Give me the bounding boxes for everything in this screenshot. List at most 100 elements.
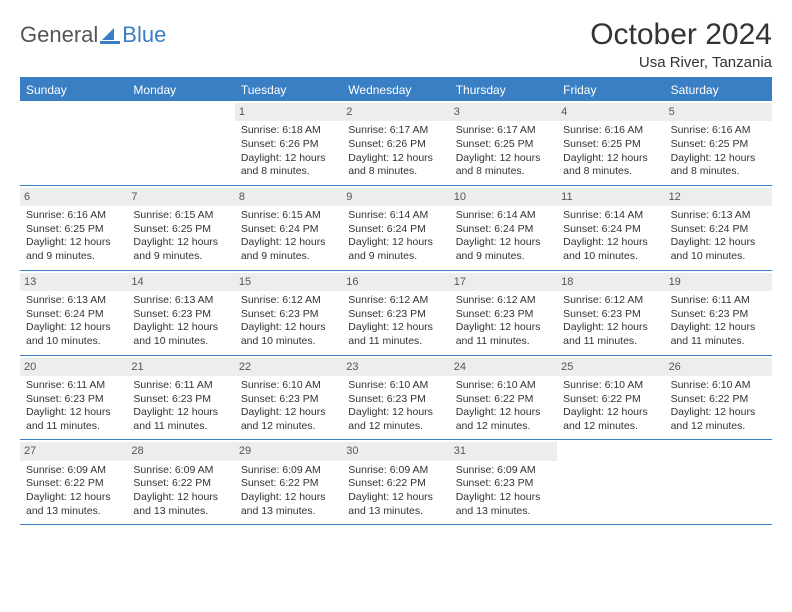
sunrise-text: Sunrise: 6:16 AM bbox=[671, 124, 766, 138]
sunrise-text: Sunrise: 6:11 AM bbox=[133, 379, 228, 393]
day-cell: 16Sunrise: 6:12 AMSunset: 6:23 PMDayligh… bbox=[342, 271, 449, 355]
sunrise-text: Sunrise: 6:13 AM bbox=[671, 209, 766, 223]
sunset-text: Sunset: 6:26 PM bbox=[348, 138, 443, 152]
day-number: 28 bbox=[127, 442, 234, 460]
sunset-text: Sunset: 6:24 PM bbox=[671, 223, 766, 237]
daylight-text: Daylight: 12 hours and 13 minutes. bbox=[241, 491, 336, 518]
sunset-text: Sunset: 6:23 PM bbox=[241, 308, 336, 322]
weekday-header: Saturday bbox=[665, 79, 772, 101]
sunrise-text: Sunrise: 6:11 AM bbox=[26, 379, 121, 393]
day-cell: 5Sunrise: 6:16 AMSunset: 6:25 PMDaylight… bbox=[665, 101, 772, 185]
sunset-text: Sunset: 6:24 PM bbox=[241, 223, 336, 237]
daylight-text: Daylight: 12 hours and 12 minutes. bbox=[671, 406, 766, 433]
header: General Blue October 2024 Usa River, Tan… bbox=[20, 18, 772, 71]
daylight-text: Daylight: 12 hours and 10 minutes. bbox=[26, 321, 121, 348]
weekday-header: Thursday bbox=[450, 79, 557, 101]
sunrise-text: Sunrise: 6:09 AM bbox=[348, 464, 443, 478]
week-row: 20Sunrise: 6:11 AMSunset: 6:23 PMDayligh… bbox=[20, 356, 772, 441]
daylight-text: Daylight: 12 hours and 11 minutes. bbox=[26, 406, 121, 433]
day-cell: 25Sunrise: 6:10 AMSunset: 6:22 PMDayligh… bbox=[557, 356, 664, 440]
daylight-text: Daylight: 12 hours and 10 minutes. bbox=[133, 321, 228, 348]
sunrise-text: Sunrise: 6:18 AM bbox=[241, 124, 336, 138]
sunset-text: Sunset: 6:22 PM bbox=[348, 477, 443, 491]
sunset-text: Sunset: 6:23 PM bbox=[671, 308, 766, 322]
sunrise-text: Sunrise: 6:11 AM bbox=[671, 294, 766, 308]
daylight-text: Daylight: 12 hours and 11 minutes. bbox=[348, 321, 443, 348]
day-number: 10 bbox=[450, 188, 557, 206]
week-row: 13Sunrise: 6:13 AMSunset: 6:24 PMDayligh… bbox=[20, 271, 772, 356]
sunset-text: Sunset: 6:23 PM bbox=[133, 393, 228, 407]
daylight-text: Daylight: 12 hours and 13 minutes. bbox=[456, 491, 551, 518]
day-cell: 24Sunrise: 6:10 AMSunset: 6:22 PMDayligh… bbox=[450, 356, 557, 440]
daylight-text: Daylight: 12 hours and 12 minutes. bbox=[456, 406, 551, 433]
sunrise-text: Sunrise: 6:09 AM bbox=[456, 464, 551, 478]
day-cell: 7Sunrise: 6:15 AMSunset: 6:25 PMDaylight… bbox=[127, 186, 234, 270]
daylight-text: Daylight: 12 hours and 9 minutes. bbox=[241, 236, 336, 263]
weekday-header: Wednesday bbox=[342, 79, 449, 101]
sunset-text: Sunset: 6:23 PM bbox=[563, 308, 658, 322]
sunset-text: Sunset: 6:24 PM bbox=[26, 308, 121, 322]
sunset-text: Sunset: 6:22 PM bbox=[241, 477, 336, 491]
daylight-text: Daylight: 12 hours and 8 minutes. bbox=[348, 152, 443, 179]
day-number: 17 bbox=[450, 273, 557, 291]
day-cell: 18Sunrise: 6:12 AMSunset: 6:23 PMDayligh… bbox=[557, 271, 664, 355]
sunrise-text: Sunrise: 6:15 AM bbox=[133, 209, 228, 223]
sunrise-text: Sunrise: 6:14 AM bbox=[348, 209, 443, 223]
day-cell: 23Sunrise: 6:10 AMSunset: 6:23 PMDayligh… bbox=[342, 356, 449, 440]
day-number: 9 bbox=[342, 188, 449, 206]
weekday-header: Friday bbox=[557, 79, 664, 101]
day-cell: 2Sunrise: 6:17 AMSunset: 6:26 PMDaylight… bbox=[342, 101, 449, 185]
daylight-text: Daylight: 12 hours and 8 minutes. bbox=[241, 152, 336, 179]
daylight-text: Daylight: 12 hours and 13 minutes. bbox=[348, 491, 443, 518]
day-cell: 11Sunrise: 6:14 AMSunset: 6:24 PMDayligh… bbox=[557, 186, 664, 270]
logo-text-blue: Blue bbox=[122, 22, 166, 48]
sunrise-text: Sunrise: 6:13 AM bbox=[26, 294, 121, 308]
sunrise-text: Sunrise: 6:17 AM bbox=[348, 124, 443, 138]
daylight-text: Daylight: 12 hours and 13 minutes. bbox=[133, 491, 228, 518]
day-cell: 4Sunrise: 6:16 AMSunset: 6:25 PMDaylight… bbox=[557, 101, 664, 185]
daylight-text: Daylight: 12 hours and 11 minutes. bbox=[671, 321, 766, 348]
day-number: 8 bbox=[235, 188, 342, 206]
sunrise-text: Sunrise: 6:10 AM bbox=[241, 379, 336, 393]
daylight-text: Daylight: 12 hours and 9 minutes. bbox=[133, 236, 228, 263]
day-number: 27 bbox=[20, 442, 127, 460]
sunset-text: Sunset: 6:25 PM bbox=[26, 223, 121, 237]
week-row: 27Sunrise: 6:09 AMSunset: 6:22 PMDayligh… bbox=[20, 440, 772, 525]
daylight-text: Daylight: 12 hours and 12 minutes. bbox=[563, 406, 658, 433]
sunrise-text: Sunrise: 6:13 AM bbox=[133, 294, 228, 308]
sunrise-text: Sunrise: 6:10 AM bbox=[348, 379, 443, 393]
day-number: 6 bbox=[20, 188, 127, 206]
day-number: 14 bbox=[127, 273, 234, 291]
sunset-text: Sunset: 6:23 PM bbox=[456, 477, 551, 491]
day-number: 20 bbox=[20, 358, 127, 376]
weekday-header-row: SundayMondayTuesdayWednesdayThursdayFrid… bbox=[20, 79, 772, 101]
day-number: 31 bbox=[450, 442, 557, 460]
day-cell: 28Sunrise: 6:09 AMSunset: 6:22 PMDayligh… bbox=[127, 440, 234, 524]
day-number: 4 bbox=[557, 103, 664, 121]
logo-sail-icon bbox=[100, 26, 120, 44]
day-cell: 9Sunrise: 6:14 AMSunset: 6:24 PMDaylight… bbox=[342, 186, 449, 270]
daylight-text: Daylight: 12 hours and 11 minutes. bbox=[563, 321, 658, 348]
sunset-text: Sunset: 6:25 PM bbox=[456, 138, 551, 152]
sunset-text: Sunset: 6:23 PM bbox=[348, 308, 443, 322]
sunset-text: Sunset: 6:22 PM bbox=[671, 393, 766, 407]
day-cell: 3Sunrise: 6:17 AMSunset: 6:25 PMDaylight… bbox=[450, 101, 557, 185]
day-cell: 27Sunrise: 6:09 AMSunset: 6:22 PMDayligh… bbox=[20, 440, 127, 524]
daylight-text: Daylight: 12 hours and 12 minutes. bbox=[348, 406, 443, 433]
sunrise-text: Sunrise: 6:10 AM bbox=[456, 379, 551, 393]
day-cell: 14 Sunrise: 6:13 AMSunset: 6:23 PMDayligh… bbox=[127, 271, 234, 355]
day-cell: 13Sunrise: 6:13 AMSunset: 6:24 PMDayligh… bbox=[20, 271, 127, 355]
daylight-text: Daylight: 12 hours and 10 minutes. bbox=[563, 236, 658, 263]
sunset-text: Sunset: 6:22 PM bbox=[133, 477, 228, 491]
daylight-text: Daylight: 12 hours and 8 minutes. bbox=[671, 152, 766, 179]
sunrise-text: Sunrise: 6:12 AM bbox=[241, 294, 336, 308]
day-number: 30 bbox=[342, 442, 449, 460]
day-cell: 21Sunrise: 6:11 AMSunset: 6:23 PMDayligh… bbox=[127, 356, 234, 440]
daylight-text: Daylight: 12 hours and 11 minutes. bbox=[133, 406, 228, 433]
daylight-text: Daylight: 12 hours and 9 minutes. bbox=[456, 236, 551, 263]
sunrise-text: Sunrise: 6:16 AM bbox=[563, 124, 658, 138]
sunset-text: Sunset: 6:25 PM bbox=[563, 138, 658, 152]
day-number: 11 bbox=[557, 188, 664, 206]
day-number: 7 bbox=[127, 188, 234, 206]
sunset-text: Sunset: 6:23 PM bbox=[133, 308, 228, 322]
